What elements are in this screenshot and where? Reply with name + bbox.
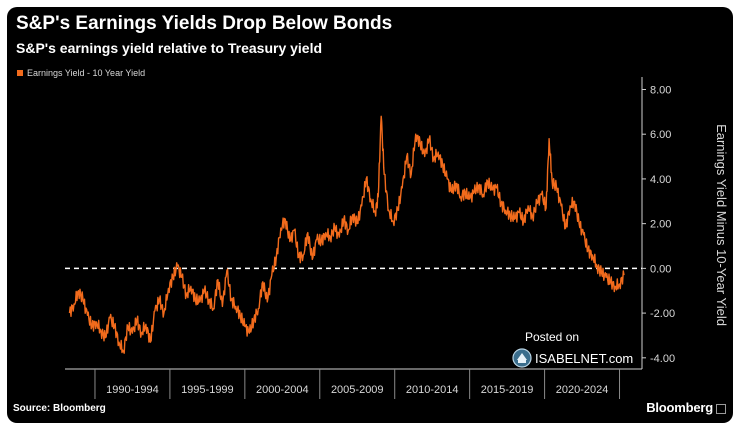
x-tick-label: 2000-2004 (256, 384, 309, 396)
x-tick-label: 2005-2009 (331, 384, 384, 396)
legend: Earnings Yield - 10 Year Yield (17, 68, 145, 78)
watermark-row: ISABELNET.com (512, 348, 633, 368)
y-tick-label: -2.00 (650, 308, 675, 320)
y-tick-label: -4.00 (650, 353, 675, 365)
y-tick-label: 6.00 (650, 129, 671, 141)
y-tick-label: 8.00 (650, 84, 671, 96)
watermark-name: ISABELNET.com (535, 350, 634, 366)
bloomberg-logo: Bloomberg (646, 400, 713, 415)
series-line (68, 115, 625, 354)
chart-frame: S&P's Earnings Yields Drop Below Bonds S… (7, 7, 733, 423)
y-axis-title: Earnings Yield Minus 10-Year Yield (714, 124, 729, 326)
source-note: Source: Bloomberg (13, 403, 106, 414)
y-tick-label: 2.00 (650, 219, 671, 231)
chart-title: S&P's Earnings Yields Drop Below Bonds (16, 13, 393, 34)
x-tick-label: 2010-2014 (406, 384, 459, 396)
chart-subtitle: S&P's earnings yield relative to Treasur… (16, 40, 323, 56)
chart-svg: 8.00 6.00 4.00 2.00 0.00 -2.00 -4.00 1990-1994 1… (65, 77, 729, 399)
isabelnet-logo-icon (512, 348, 532, 368)
legend-label: Earnings Yield - 10 Year Yield (27, 68, 146, 78)
x-tick-label: 1990-1994 (106, 384, 159, 396)
x-tick-label: 2020-2024 (556, 384, 609, 396)
x-tick-label: 1995-1999 (181, 384, 234, 396)
y-tick-label: 0.00 (650, 263, 671, 275)
watermark-posted-on: Posted on (525, 330, 580, 344)
y-tick-label: 4.00 (650, 174, 671, 186)
legend-swatch (17, 70, 23, 76)
x-tick-label: 2015-2019 (481, 384, 534, 396)
bloomberg-mark-icon (716, 404, 726, 414)
